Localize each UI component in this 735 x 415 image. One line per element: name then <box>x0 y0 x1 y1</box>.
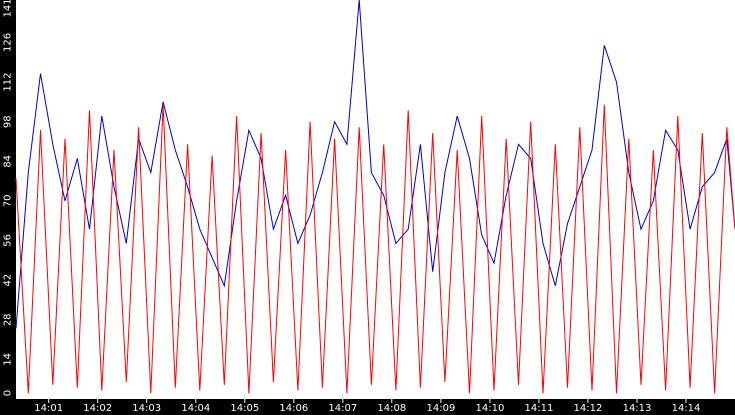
x-tick-label: 14:05 <box>230 403 259 414</box>
series-line-0 <box>15 0 735 329</box>
y-tick-label: 56 <box>3 234 14 247</box>
y-tick-label: 70 <box>3 195 14 208</box>
y-tick-label: 0 <box>3 390 14 396</box>
series-layer <box>15 0 735 394</box>
x-tick-label: 14:06 <box>279 403 308 414</box>
x-tick-label: 14:04 <box>181 403 210 414</box>
y-axis-ticks: 0 14 28 42 56 70 84 98 112 126 141 <box>3 0 14 396</box>
y-tick-label: 141 <box>3 0 14 18</box>
x-tick-label: 14:08 <box>377 403 406 414</box>
y-tick-label: 28 <box>3 313 14 326</box>
y-tick-label: 42 <box>3 274 14 287</box>
x-axis-band <box>0 399 735 415</box>
x-tick-label: 14:12 <box>573 403 602 414</box>
x-tick-label: 14:10 <box>475 403 504 414</box>
y-tick-label: 14 <box>3 353 14 366</box>
y-tick-label: 84 <box>3 155 14 168</box>
x-tick-label: 14:14 <box>672 403 701 414</box>
x-tick-label: 14:07 <box>328 403 357 414</box>
x-tick-label: 14:09 <box>426 403 455 414</box>
x-axis-ticks: 14:01 14:02 14:03 14:04 14:05 14:06 14:07 14:08… <box>34 399 700 414</box>
series-line-1 <box>15 104 735 394</box>
y-tick-label: 126 <box>3 33 14 52</box>
x-tick-label: 14:11 <box>524 403 553 414</box>
x-tick-label: 14:03 <box>132 403 161 414</box>
y-tick-label: 112 <box>3 73 14 92</box>
x-tick-label: 14:02 <box>83 403 112 414</box>
y-axis-band <box>0 0 16 415</box>
y-tick-label: 98 <box>3 115 14 128</box>
x-tick-label: 14:01 <box>34 403 63 414</box>
x-tick-label: 14:13 <box>623 403 652 414</box>
